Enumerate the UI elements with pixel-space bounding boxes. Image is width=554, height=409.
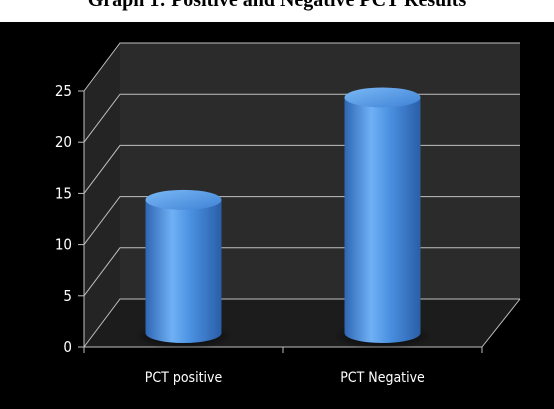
bar [133, 189, 234, 350]
chart-title: Graph 1: Positive and Negative PCT Resul… [87, 0, 467, 11]
title-strip: Graph 1: Positive and Negative PCT Resul… [0, 0, 554, 22]
y-tick-label: 5 [63, 287, 72, 305]
bar-top [344, 87, 421, 108]
bar-top [145, 189, 222, 210]
gridline [83, 42, 520, 92]
chart-area: 0 5 10 15 20 25 PCT positive PCT Negative [0, 22, 554, 409]
bar [332, 87, 433, 350]
y-tick-label: 25 [55, 82, 72, 100]
y-tick-label: 10 [55, 236, 72, 254]
bar-body [344, 97, 421, 343]
bar-chart: 0 5 10 15 20 25 PCT positive PCT Negative [55, 42, 521, 386]
bar-body [145, 199, 222, 343]
side-wall [84, 43, 120, 347]
y-tick-label: 0 [63, 338, 72, 356]
x-category-label: PCT positive [145, 370, 223, 386]
floor-edge [481, 298, 521, 348]
x-category-label: PCT Negative [340, 370, 425, 386]
y-tick-label: 15 [55, 184, 72, 202]
y-tick-label: 20 [55, 133, 72, 151]
